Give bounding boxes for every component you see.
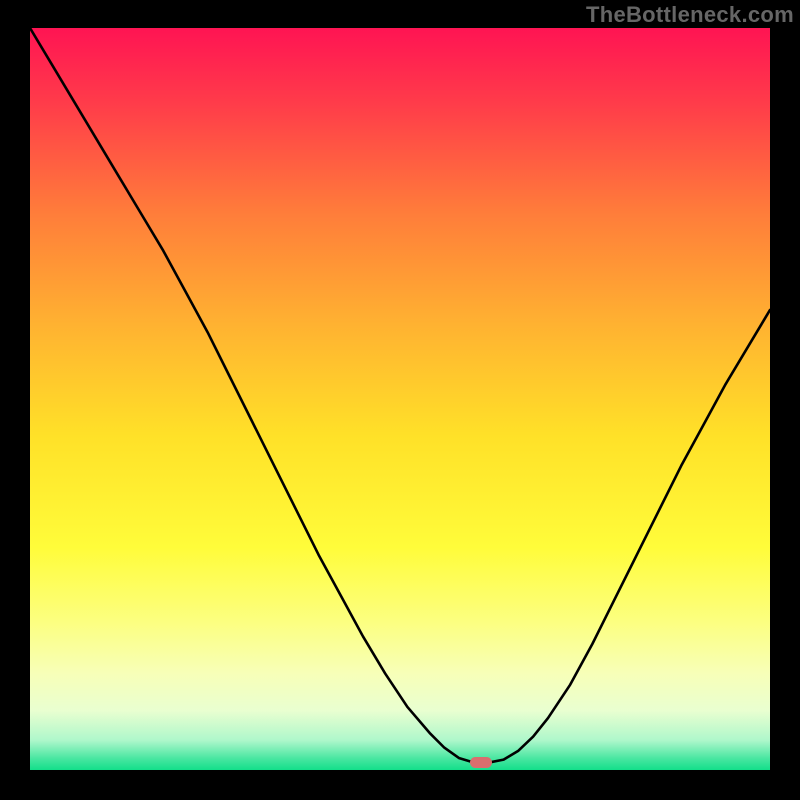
plot-svg (30, 28, 770, 770)
plot-area (30, 28, 770, 770)
chart-container: TheBottleneck.com (0, 0, 800, 800)
watermark-text: TheBottleneck.com (586, 2, 794, 28)
target-point-marker (470, 757, 492, 768)
plot-background (30, 28, 770, 770)
